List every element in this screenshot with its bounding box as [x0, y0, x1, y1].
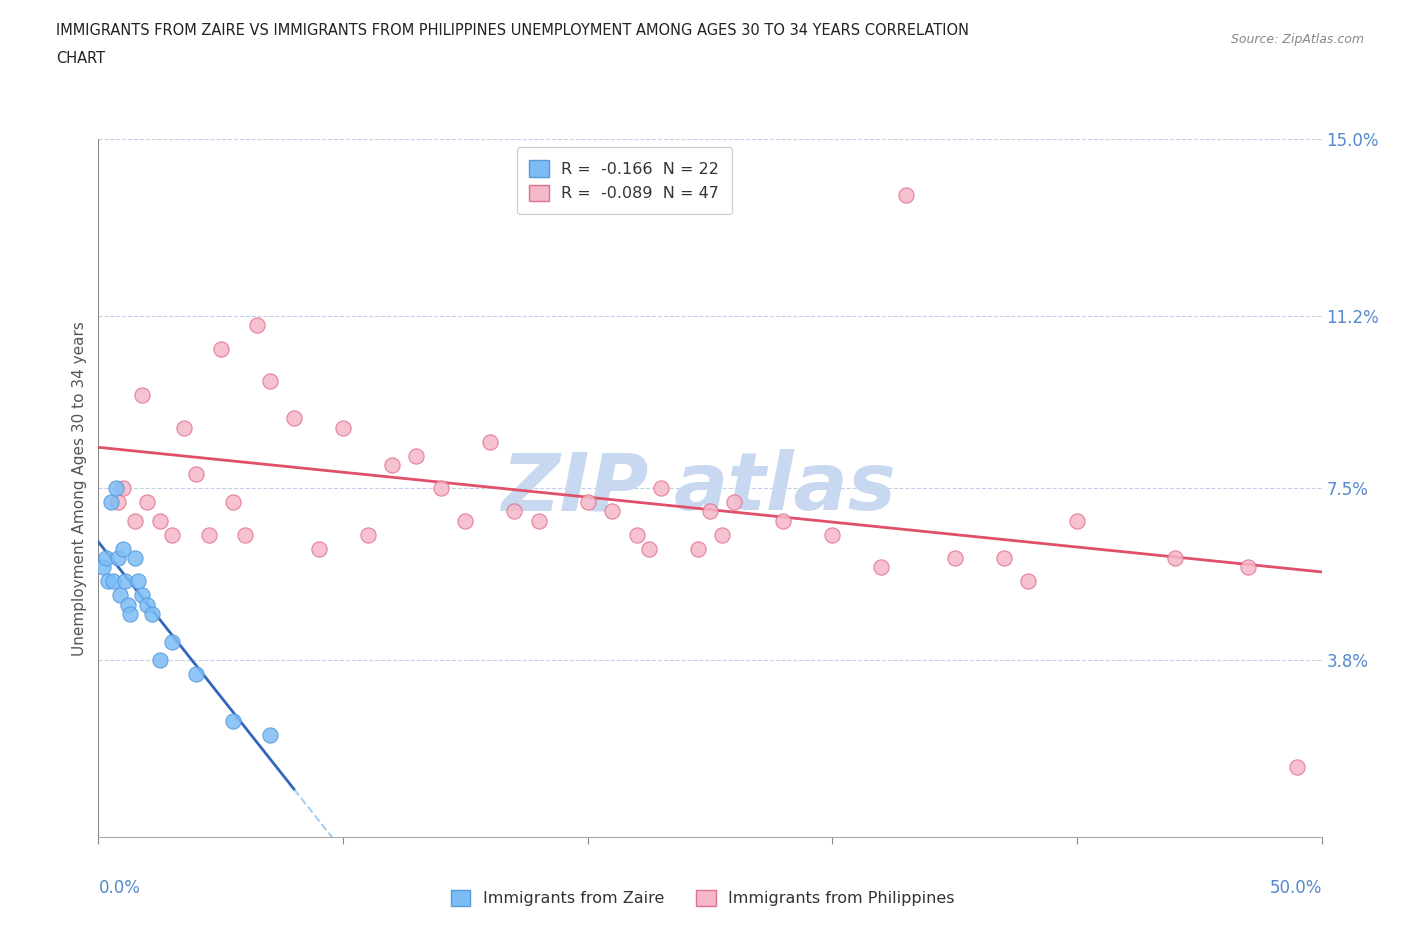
- Point: [600, 504, 623, 519]
- Point: [160, 634, 183, 649]
- Point: [136, 597, 159, 612]
- Point: [527, 513, 550, 528]
- Point: [1237, 560, 1260, 575]
- Point: [141, 606, 163, 621]
- Text: CHART: CHART: [56, 51, 105, 66]
- Point: [308, 541, 330, 556]
- Point: [686, 541, 709, 556]
- Text: atlas: atlas: [673, 449, 896, 527]
- Point: [94, 551, 117, 565]
- Point: [259, 727, 281, 742]
- Point: [943, 551, 966, 565]
- Y-axis label: Unemployment Among Ages 30 to 34 years: Unemployment Among Ages 30 to 34 years: [72, 321, 87, 656]
- Point: [197, 527, 219, 542]
- Text: ZIP: ZIP: [502, 449, 648, 527]
- Point: [136, 495, 159, 510]
- Text: 0.0%: 0.0%: [98, 879, 141, 897]
- Point: [222, 495, 245, 510]
- Point: [209, 341, 232, 356]
- Point: [160, 527, 183, 542]
- Point: [97, 574, 120, 589]
- Point: [233, 527, 256, 542]
- Point: [430, 481, 453, 496]
- Point: [124, 551, 146, 565]
- Point: [149, 513, 172, 528]
- Point: [186, 667, 208, 682]
- Point: [637, 541, 661, 556]
- Point: [870, 560, 893, 575]
- Point: [503, 504, 526, 519]
- Point: [772, 513, 794, 528]
- Point: [120, 606, 142, 621]
- Text: IMMIGRANTS FROM ZAIRE VS IMMIGRANTS FROM PHILIPPINES UNEMPLOYMENT AMONG AGES 30 : IMMIGRANTS FROM ZAIRE VS IMMIGRANTS FROM…: [56, 23, 969, 38]
- Point: [1017, 574, 1039, 589]
- Point: [1066, 513, 1088, 528]
- Point: [107, 495, 129, 510]
- Point: [332, 420, 354, 435]
- Point: [149, 653, 172, 668]
- Point: [283, 411, 305, 426]
- Point: [173, 420, 195, 435]
- Point: [626, 527, 648, 542]
- Point: [454, 513, 477, 528]
- Point: [124, 513, 146, 528]
- Point: [699, 504, 721, 519]
- Point: [127, 574, 149, 589]
- Point: [91, 560, 114, 575]
- Point: [993, 551, 1015, 565]
- Legend: Immigrants from Zaire, Immigrants from Philippines: Immigrants from Zaire, Immigrants from P…: [444, 884, 962, 912]
- Point: [111, 541, 134, 556]
- Point: [117, 597, 139, 612]
- Text: Source: ZipAtlas.com: Source: ZipAtlas.com: [1230, 33, 1364, 46]
- Point: [110, 588, 132, 603]
- Point: [131, 588, 153, 603]
- Point: [259, 374, 281, 389]
- Point: [100, 495, 122, 510]
- Point: [246, 318, 269, 333]
- Point: [821, 527, 844, 542]
- Point: [104, 481, 127, 496]
- Point: [576, 495, 599, 510]
- Point: [478, 434, 501, 449]
- Point: [553, 169, 575, 184]
- Legend: R =  -0.166  N = 22, R =  -0.089  N = 47: R = -0.166 N = 22, R = -0.089 N = 47: [517, 148, 733, 214]
- Point: [711, 527, 734, 542]
- Point: [101, 574, 124, 589]
- Point: [114, 574, 136, 589]
- Point: [1164, 551, 1187, 565]
- Point: [222, 713, 245, 728]
- Point: [381, 458, 404, 472]
- Point: [650, 481, 672, 496]
- Point: [131, 388, 153, 403]
- Point: [186, 467, 208, 482]
- Point: [405, 448, 427, 463]
- Point: [723, 495, 745, 510]
- Point: [1286, 760, 1309, 775]
- Point: [107, 551, 129, 565]
- Point: [894, 188, 917, 203]
- Point: [111, 481, 134, 496]
- Text: 50.0%: 50.0%: [1270, 879, 1322, 897]
- Point: [356, 527, 378, 542]
